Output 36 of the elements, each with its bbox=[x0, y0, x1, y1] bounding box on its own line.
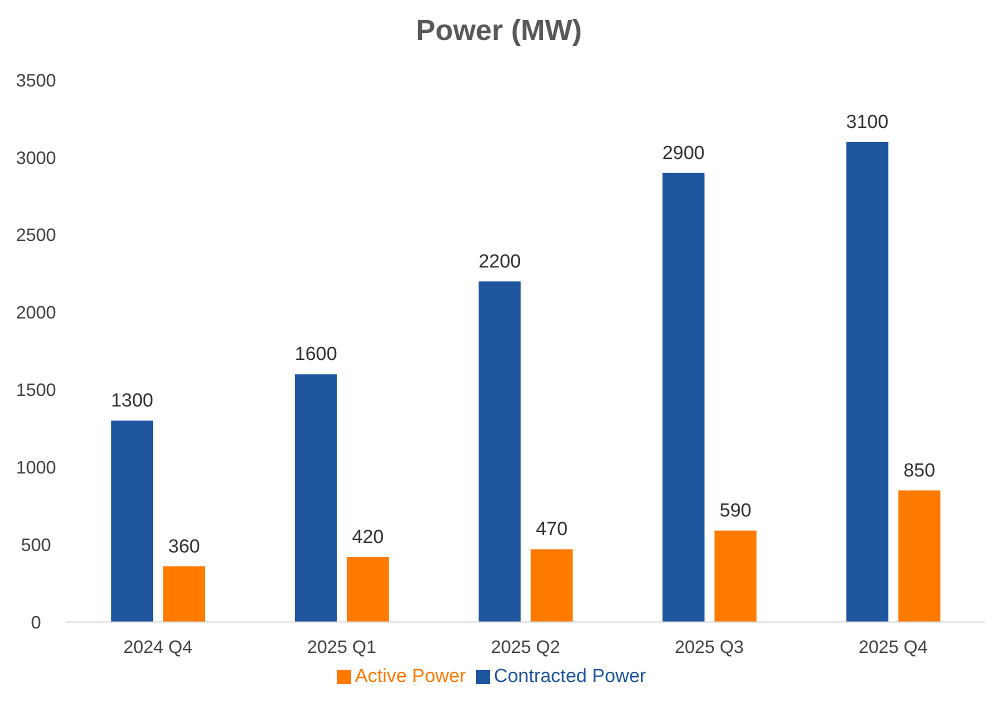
y-tick-label: 0 bbox=[30, 612, 42, 632]
bar bbox=[714, 530, 757, 622]
x-tick-label: 2024 Q4 bbox=[123, 636, 192, 657]
y-tick-label: 2000 bbox=[16, 302, 56, 323]
bar bbox=[846, 142, 888, 622]
bar bbox=[294, 374, 337, 622]
bar bbox=[478, 281, 521, 622]
data-label: 360 bbox=[168, 536, 200, 558]
bar bbox=[662, 172, 705, 622]
x-tick-label: 2025 Q4 bbox=[858, 636, 928, 657]
x-tick-label: 2025 Q3 bbox=[674, 636, 744, 657]
y-tick-label: 2500 bbox=[16, 225, 56, 246]
data-label: 2200 bbox=[478, 251, 521, 272]
bar bbox=[898, 490, 940, 622]
y-tick-label: 1500 bbox=[16, 380, 56, 400]
data-label: 2900 bbox=[662, 142, 705, 164]
data-label: 420 bbox=[352, 526, 384, 548]
legend-label: Active Power bbox=[355, 666, 466, 687]
data-label: 590 bbox=[720, 500, 752, 522]
y-tick-label: 500 bbox=[20, 534, 52, 555]
data-label: 1600 bbox=[294, 344, 338, 366]
data-label: 1300 bbox=[110, 390, 154, 412]
data-label: 3100 bbox=[846, 112, 888, 133]
bar bbox=[530, 549, 573, 622]
y-tick-label: 1000 bbox=[16, 458, 56, 478]
x-tick-label: 2025 Q2 bbox=[490, 636, 560, 657]
data-label: 850 bbox=[903, 460, 936, 482]
y-tick-label: 3500 bbox=[16, 70, 56, 90]
data-label: 470 bbox=[536, 519, 568, 540]
y-tick-label: 3000 bbox=[16, 148, 56, 168]
legend-label: Contracted Power bbox=[494, 666, 646, 687]
bar bbox=[163, 566, 206, 622]
bar bbox=[346, 556, 389, 622]
bar bbox=[111, 420, 154, 622]
chart-title: Power (MW) bbox=[415, 14, 583, 49]
x-tick-label: 2025 Q1 bbox=[307, 636, 376, 657]
